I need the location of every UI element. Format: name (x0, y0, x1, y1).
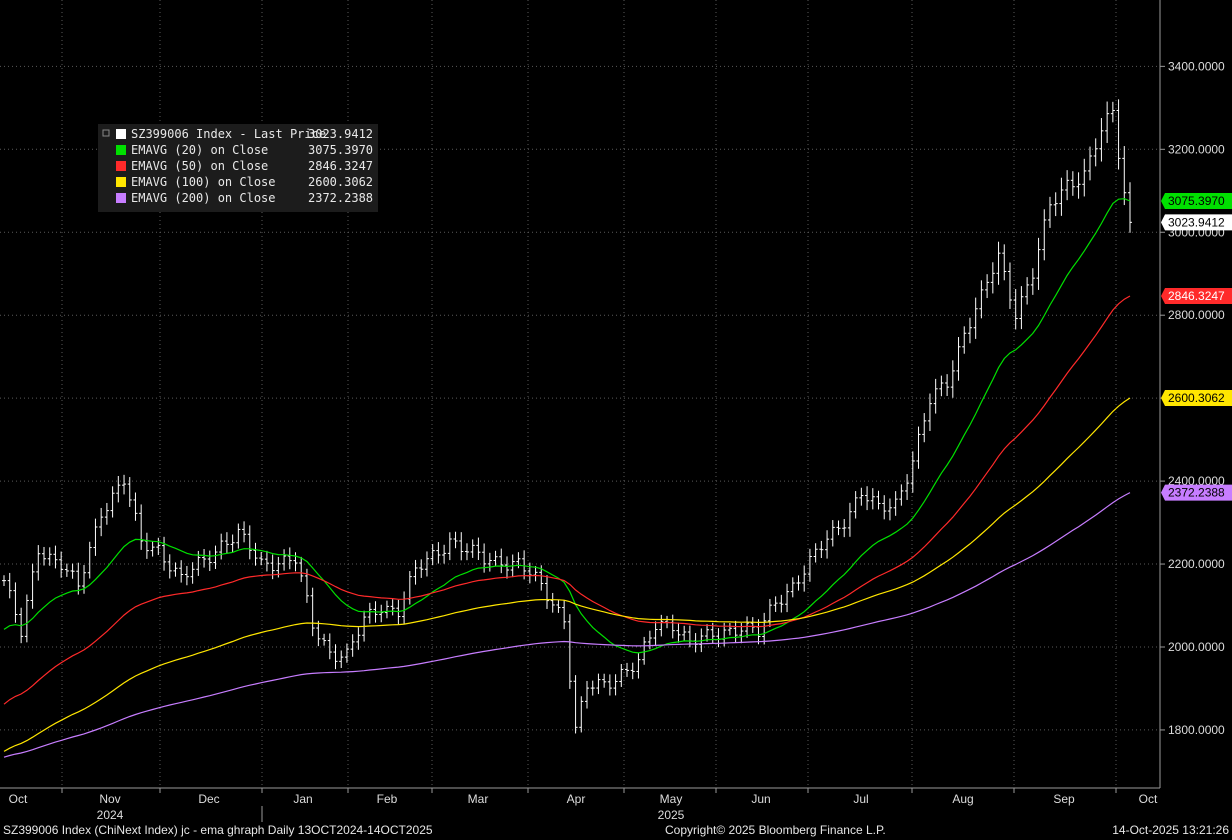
x-tick-label: Apr (567, 792, 586, 806)
legend-swatch (116, 129, 126, 139)
ema-200-line (3, 492, 1131, 758)
last-value-tag-bg (1161, 192, 1232, 209)
ema-100-line (3, 397, 1131, 752)
last-value-tag: 2600.3062 (1161, 390, 1232, 407)
last-value-tag-label: 3075.3970 (1168, 194, 1225, 208)
legend-item-value: 2372.2388 (308, 191, 373, 205)
x-tick-label: Sep (1053, 792, 1075, 806)
legend-item-label: EMAVG (100) on Close (131, 175, 276, 189)
legend-item-value: 3075.3970 (308, 143, 373, 157)
y-tick-label: 2800.0000 (1168, 308, 1225, 322)
legend-item-label: EMAVG (20) on Close (131, 143, 268, 157)
x-tick-label: Jul (853, 792, 868, 806)
x-tick-label: Nov (99, 792, 120, 806)
y-tick-label: 2000.0000 (1168, 640, 1225, 654)
y-tick-label: 3400.0000 (1168, 59, 1225, 73)
y-tick-label: 2200.0000 (1168, 557, 1225, 571)
y-tick-label: 3200.0000 (1168, 142, 1225, 156)
x-tick-label: Oct (9, 792, 28, 806)
x-tick-label: Dec (198, 792, 219, 806)
last-value-tag-bg (1161, 214, 1232, 231)
y-tick-label: 1800.0000 (1168, 723, 1225, 737)
x-year-label: 2025 (658, 808, 685, 822)
x-tick-label: Mar (468, 792, 489, 806)
ema-20-line (3, 198, 1131, 654)
legend-item-label: SZ399006 Index - Last Price (131, 127, 326, 141)
legend-swatch (116, 145, 126, 155)
x-year-label: 2024 (97, 808, 124, 822)
x-tick-label: May (660, 792, 683, 806)
legend-item-label: EMAVG (200) on Close (131, 191, 276, 205)
x-tick-label: Feb (377, 792, 398, 806)
legend-background (98, 124, 378, 212)
legend-item-value: 3023.9412 (308, 127, 373, 141)
legend-item-value: 2600.3062 (308, 175, 373, 189)
y-tick-label: 2400.0000 (1168, 474, 1225, 488)
last-value-tag: 2372.2388 (1161, 484, 1232, 501)
last-value-tag: 3075.3970 (1161, 192, 1232, 209)
x-tick-label: Aug (952, 792, 973, 806)
footer-timestamp: 14-Oct-2025 13:21:26 (1112, 823, 1229, 837)
footer-security-description: SZ399006 Index (ChiNext Index) jc - ema … (3, 823, 433, 837)
legend-swatch (116, 193, 126, 203)
legend-collapse-icon (102, 129, 110, 137)
last-value-tag-label: 2372.2388 (1168, 486, 1225, 500)
last-value-tag-label: 2846.3247 (1168, 289, 1225, 303)
footer-copyright: Copyright© 2025 Bloomberg Finance L.P. (665, 823, 886, 837)
last-value-tag-label: 3023.9412 (1168, 215, 1225, 229)
last-value-tag-bg (1161, 390, 1232, 407)
x-tick-label: Jan (293, 792, 312, 806)
legend-swatch (116, 161, 126, 171)
last-value-tag-bg (1161, 287, 1232, 304)
x-tick-label: Jun (751, 792, 770, 806)
last-value-tag-bg (1161, 484, 1232, 501)
legend-item-label: EMAVG (50) on Close (131, 159, 268, 173)
last-value-tag: 3023.9412 (1161, 214, 1232, 231)
ema-50-line (3, 295, 1131, 705)
last-value-tag-label: 2600.3062 (1168, 391, 1225, 405)
legend-item-value: 2846.3247 (308, 159, 373, 173)
legend-swatch (116, 177, 126, 187)
x-tick-label: Oct (1139, 792, 1158, 806)
last-value-tag: 2846.3247 (1161, 287, 1232, 304)
